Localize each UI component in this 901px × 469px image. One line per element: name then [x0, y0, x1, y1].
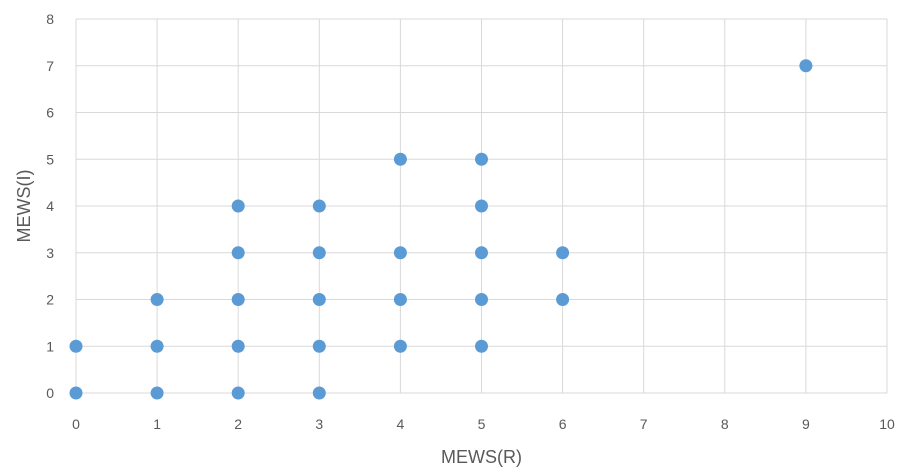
data-point [231, 199, 245, 213]
data-point [475, 293, 488, 306]
data-point [231, 293, 245, 306]
x-tick-label: 9 [802, 416, 810, 432]
data-point [475, 246, 488, 260]
x-tick-label: 10 [879, 416, 895, 432]
data-point [312, 246, 326, 260]
data-point [799, 59, 813, 73]
x-tick-label: 5 [478, 416, 486, 432]
data-point [556, 246, 570, 260]
x-tick-label: 4 [397, 416, 405, 432]
y-tick-label: 2 [46, 292, 54, 308]
data-point [393, 246, 407, 260]
y-tick-label: 0 [46, 385, 54, 401]
data-point [69, 386, 83, 400]
x-tick-label: 2 [234, 416, 242, 432]
y-tick-label: 8 [46, 11, 54, 27]
data-point [150, 386, 164, 400]
data-point [231, 386, 245, 400]
data-point [393, 293, 407, 306]
y-tick-label: 6 [46, 105, 54, 121]
data-point [312, 339, 326, 353]
data-point [150, 293, 164, 306]
x-tick-label: 3 [315, 416, 323, 432]
x-tick-label: 7 [640, 416, 648, 432]
data-point [393, 152, 407, 166]
x-tick-label: 1 [153, 416, 161, 432]
data-point [312, 386, 326, 400]
y-axis-title: MEWS(I) [14, 170, 34, 243]
y-tick-label: 1 [46, 338, 54, 354]
data-point [475, 152, 488, 166]
x-tick-label: 6 [559, 416, 567, 432]
data-point [475, 199, 488, 213]
y-tick-label: 4 [46, 198, 54, 214]
data-points [69, 59, 813, 400]
data-point [475, 339, 488, 353]
data-point [231, 246, 245, 260]
x-tick-label: 0 [72, 416, 80, 432]
tick-labels: 0 1 2 3 4 5 6 7 8 9 10 0 1 2 3 4 5 6 7 8 [46, 11, 895, 432]
data-point [393, 339, 407, 353]
data-point [312, 293, 326, 306]
x-tick-label: 8 [721, 416, 729, 432]
data-point [556, 293, 570, 306]
y-tick-label: 3 [46, 245, 54, 261]
data-point [231, 339, 245, 353]
y-tick-label: 5 [46, 151, 54, 167]
x-axis-title: MEWS(R) [441, 447, 522, 467]
data-point [150, 339, 164, 353]
data-point [69, 339, 83, 353]
y-tick-label: 7 [46, 58, 54, 74]
data-point [312, 199, 326, 213]
